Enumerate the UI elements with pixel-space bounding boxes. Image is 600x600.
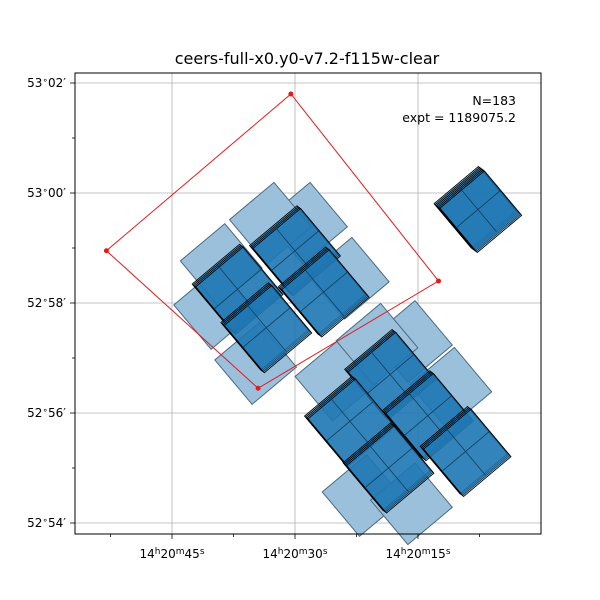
- exposure-footprints: [173, 165, 523, 546]
- footprint-tile-upper-mosaic-mid-3: [252, 207, 342, 297]
- detector-seam-v-lower-mosaic-far-east: [445, 427, 486, 476]
- red-outline-vertex-3: [103, 248, 109, 254]
- footprint-tile-lower-mosaic-west-3: [307, 378, 396, 467]
- axis-ticks: 14h20m45s 14h20m30s 14h20m15s 53∘02′ 53∘00′ 5…: [27, 76, 480, 561]
- detector-seam-v-upper-mosaic-west: [217, 265, 258, 314]
- x-tick-label-2: 14h20m15s: [385, 547, 450, 561]
- detector-seam-v-lower-mosaic-west: [329, 397, 371, 446]
- y-tick-label-2: 52∘58′: [27, 296, 66, 310]
- red-outline-vertex-1: [436, 278, 441, 284]
- y-tick-label-0: 53∘02′: [27, 76, 66, 90]
- x-tick-label-1: 14h20m30s: [262, 547, 327, 561]
- footprint-tile-light-upper-nw-1: [179, 222, 263, 307]
- detector-seam-v-upper-mosaic-east: [303, 267, 344, 317]
- footprint-tile-lower-mosaic-south-3: [346, 425, 435, 514]
- annotation-box: N=183 expt = 1189075.2: [402, 93, 516, 125]
- y-tick-label-4: 52∘54′: [27, 516, 66, 530]
- footprint-tile-upper-mosaic-west-3: [195, 246, 284, 335]
- axes-frame: [74, 72, 542, 535]
- chart-title: ceers-full-x0.y0-v7.2-f115w-clear: [175, 49, 440, 68]
- detector-seam-v-isolated-pointing: [458, 187, 497, 232]
- red-outline-vertex-0: [255, 385, 261, 391]
- red-outline-vertex-2: [288, 91, 294, 97]
- footprint-tile-upper-mosaic-east-3: [281, 249, 370, 338]
- footprint-tile-light-lower-sw-2: [369, 462, 454, 546]
- detector-seam-v-lower-mosaic-east: [407, 391, 449, 440]
- footprint-tile-light-upper-ne-2: [306, 236, 390, 320]
- footprint-tile-isolated-pointing-5: [439, 170, 523, 254]
- detector-seam-v-upper-mosaic-south: [246, 303, 287, 352]
- footprint-tile-lower-mosaic-east-3: [385, 372, 474, 462]
- x-tick-label-0: 14h20m45s: [139, 547, 204, 561]
- footprint-tile-upper-mosaic-south-3: [223, 284, 313, 374]
- exposure-annotation: expt = 1189075.2: [402, 110, 516, 125]
- y-tick-label-3: 52∘56′: [27, 406, 66, 420]
- footprint-tile-lower-mosaic-far-east-3: [423, 408, 512, 498]
- y-tick-label-1: 53∘00′: [27, 186, 66, 200]
- detector-seam-v-upper-mosaic-mid: [274, 226, 316, 275]
- count-annotation: N=183: [472, 93, 516, 108]
- red-outline: [103, 91, 441, 391]
- detector-seam-v-lower-mosaic-north: [369, 350, 411, 399]
- footprint-tile-light-upper-nw-2: [228, 181, 312, 265]
- detector-seam-v-lower-mosaic-south: [368, 443, 409, 493]
